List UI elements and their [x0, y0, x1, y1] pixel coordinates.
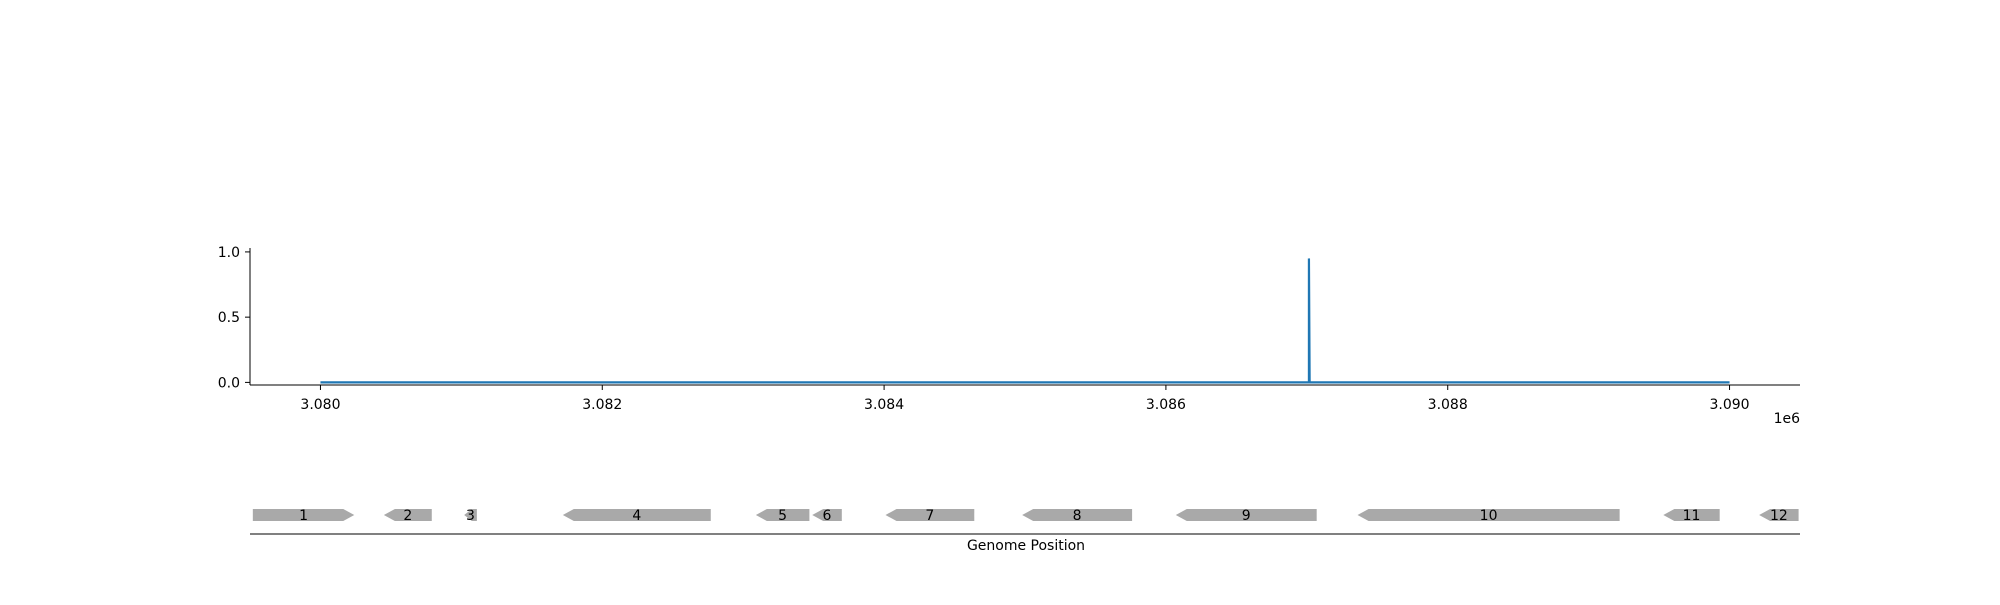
gene-feature-3	[464, 509, 477, 521]
gene-feature-10	[1357, 509, 1620, 521]
gene-feature-5	[755, 509, 810, 521]
gene-label: 3	[466, 508, 475, 524]
gene-feature-12	[1759, 509, 1799, 521]
x-tick-label: 3.090	[1709, 397, 1749, 413]
gene-feature-4	[562, 509, 711, 521]
gene-track: 1 2 3 4 5 6 7 8 9 10 11 12	[250, 508, 1800, 535]
gene-feature-6	[812, 509, 842, 521]
x-tick-label: 3.086	[1146, 397, 1186, 413]
gene-feature-9	[1175, 509, 1317, 521]
gene-label: 2	[403, 508, 412, 524]
y-tick-label: 1.0	[218, 245, 240, 261]
x-tick-label: 3.080	[300, 397, 340, 413]
gene-label: 7	[925, 508, 934, 524]
x-tick-label: 3.084	[864, 397, 904, 413]
gene-label: 8	[1073, 508, 1082, 524]
gene-label: 1	[299, 508, 308, 524]
x-offset-label: 1e6	[1774, 411, 1801, 427]
gene-label: 12	[1770, 508, 1788, 524]
gene-track-xlabel: Genome Position	[967, 538, 1085, 554]
gene-label: 6	[823, 508, 832, 524]
gene-feature-7	[885, 509, 975, 521]
x-tick-label: 3.088	[1428, 397, 1468, 413]
gene-label: 10	[1480, 508, 1498, 524]
gene-feature-11	[1663, 509, 1720, 521]
gene-label: 5	[778, 508, 787, 524]
y-tick-label: 0.5	[218, 310, 240, 326]
gene-label: 9	[1242, 508, 1251, 524]
gene-feature-2	[383, 509, 432, 521]
gene-label: 11	[1683, 508, 1701, 524]
gene-feature-1	[252, 509, 355, 521]
gene-label: 4	[632, 508, 641, 524]
x-tick-label: 3.082	[582, 397, 622, 413]
gene-feature-8	[1022, 509, 1133, 521]
y-tick-label: 0.0	[218, 375, 240, 391]
coverage-plot: 0.0 0.5 1.0 3.080 3.082 3.084 3.086 3.088 3.090	[218, 245, 1800, 413]
series-line-0	[320, 258, 1730, 384]
